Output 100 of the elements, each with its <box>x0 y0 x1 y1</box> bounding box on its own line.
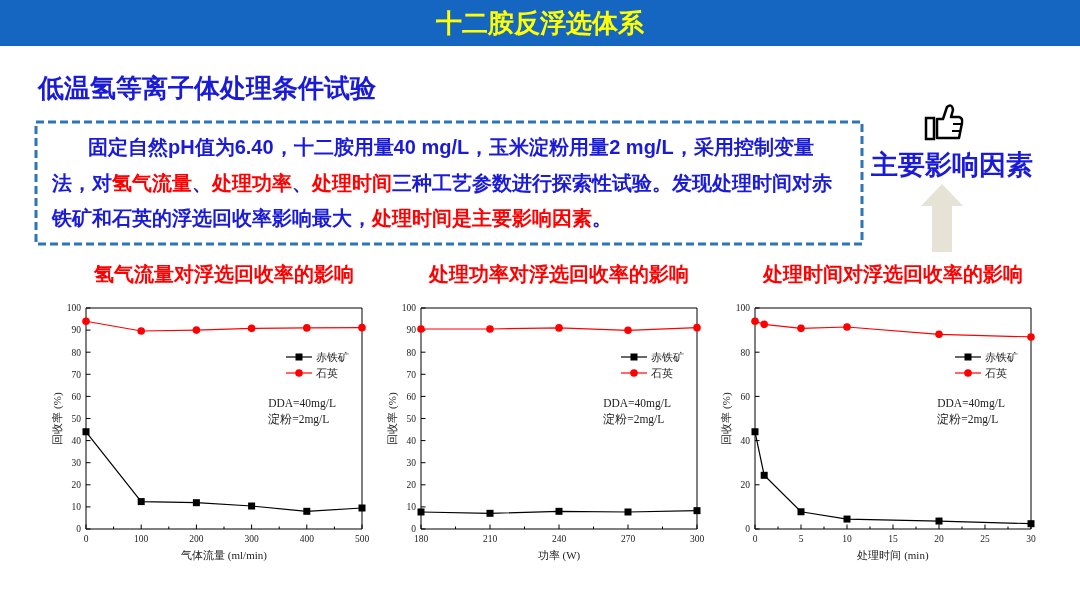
x-tick-label: 5 <box>798 534 804 544</box>
chart-title: 处理功率对浮选回收率的影响 <box>427 263 689 285</box>
point <box>935 517 943 525</box>
text: 、 <box>192 171 212 194</box>
point <box>692 323 701 332</box>
x-tick-label: 300 <box>244 534 259 544</box>
y-tick-label: 80 <box>740 347 751 358</box>
y-tick-label: 10 <box>71 502 82 513</box>
x-tick-label: 0 <box>752 534 758 544</box>
y-tick-label: 100 <box>735 303 751 314</box>
point <box>1027 333 1035 341</box>
point <box>485 325 494 333</box>
x-tick-label: 30 <box>1026 534 1036 544</box>
legend-label: 赤铁矿 <box>650 351 684 363</box>
y-tick-label: 90 <box>406 325 416 336</box>
point <box>623 326 632 335</box>
x-tick-label: 500 <box>354 534 370 544</box>
x-tick-label: 20 <box>934 534 944 544</box>
legend-label: 赤铁矿 <box>985 351 1018 363</box>
y-tick-label: 40 <box>71 435 82 446</box>
x-tick-label: 0 <box>83 534 89 544</box>
annotation: DDA=40mg/L <box>937 397 1005 411</box>
x-tick-label: 180 <box>413 534 428 544</box>
x-axis-title: 功率 (W) <box>537 549 581 562</box>
x-tick-label: 240 <box>551 534 566 544</box>
point <box>486 509 493 517</box>
text: 法，对 <box>52 171 112 194</box>
x-tick-label: 200 <box>189 534 204 544</box>
annotation: 淀粉=2mg/L <box>602 412 664 427</box>
x-tick-label: 10 <box>842 534 852 544</box>
point <box>248 502 256 510</box>
point <box>303 324 311 332</box>
point <box>416 325 425 333</box>
text: 低温氢等离子体处理条件试验 <box>38 72 376 105</box>
chart-title: 处理时间对浮选回收率的影响 <box>762 263 1023 285</box>
point <box>693 507 700 515</box>
y-axis-title: 回收率 (%) <box>51 392 64 445</box>
text: 处理功率 <box>212 171 292 194</box>
legend-label: 石英 <box>650 367 673 379</box>
y-axis-title: 回收率 (%) <box>720 392 733 445</box>
point <box>137 327 145 335</box>
point <box>797 508 805 516</box>
point <box>760 320 768 329</box>
y-tick-label: 50 <box>71 413 82 424</box>
text: 、 <box>292 171 312 194</box>
y-tick-label: 60 <box>406 391 416 402</box>
point <box>935 330 943 339</box>
x-axis-title: 处理时间 (min) <box>857 549 929 562</box>
point <box>554 324 563 332</box>
point <box>303 507 311 515</box>
y-tick-label: 50 <box>406 413 416 424</box>
y-tick-label: 70 <box>406 369 416 380</box>
legend-label: 石英 <box>985 367 1007 379</box>
y-tick-label: 30 <box>71 458 82 468</box>
point <box>624 508 631 516</box>
text: 主要影响因素 <box>870 149 1034 182</box>
point <box>358 504 366 512</box>
point <box>137 498 145 506</box>
y-tick-label: 60 <box>740 391 751 402</box>
x-tick-label: 210 <box>482 534 497 544</box>
point <box>192 499 200 507</box>
annotation: 淀粉=2mg/L <box>937 412 999 427</box>
y-tick-label: 10 <box>406 502 416 513</box>
y-tick-label: 20 <box>740 480 751 491</box>
legend-label: 赤铁矿 <box>316 351 349 363</box>
annotation: 淀粉=2mg/L <box>268 412 330 427</box>
text: 铁矿和石英的浮选回收率影响最大， <box>52 207 372 229</box>
x-tick-label: 100 <box>134 534 149 544</box>
text: 处理时间是主要影响因素 <box>372 207 592 229</box>
y-tick-label: 80 <box>406 347 416 358</box>
text: 固定自然pH值为6.40，十二胺用量40 mg/L，玉米淀粉用量2 mg/L，采用控制变量 <box>88 136 814 158</box>
y-tick-label: 20 <box>71 480 82 491</box>
y-tick-label: 0 <box>410 524 416 535</box>
text: 三种工艺参数进行探索性试验。发现处理时间对赤 <box>392 171 832 194</box>
y-axis-title: 回收率 (%) <box>385 392 399 445</box>
point <box>82 428 90 436</box>
annotation: DDA=40mg/L <box>268 397 336 411</box>
point <box>751 428 759 436</box>
point <box>843 323 851 331</box>
y-tick-label: 20 <box>406 480 416 491</box>
x-tick-label: 400 <box>299 534 315 544</box>
y-tick-label: 0 <box>745 524 751 535</box>
text: 氢气流量 <box>112 171 192 194</box>
point <box>555 507 562 515</box>
point <box>82 317 90 326</box>
y-tick-label: 70 <box>71 369 82 380</box>
x-tick-label: 270 <box>620 534 635 544</box>
chart-title: 氢气流量对浮选回收率的影响 <box>93 263 354 285</box>
point <box>192 326 201 334</box>
text: 。 <box>592 207 612 229</box>
x-tick-label: 15 <box>888 534 898 544</box>
y-tick-label: 30 <box>406 458 416 468</box>
annotation: DDA=40mg/L <box>602 397 671 411</box>
y-tick-label: 90 <box>71 325 82 336</box>
y-tick-label: 40 <box>406 435 416 446</box>
y-tick-label: 0 <box>76 524 82 535</box>
point <box>417 508 424 516</box>
y-tick-label: 100 <box>401 303 416 314</box>
y-tick-label: 40 <box>740 435 751 446</box>
point <box>760 471 768 479</box>
